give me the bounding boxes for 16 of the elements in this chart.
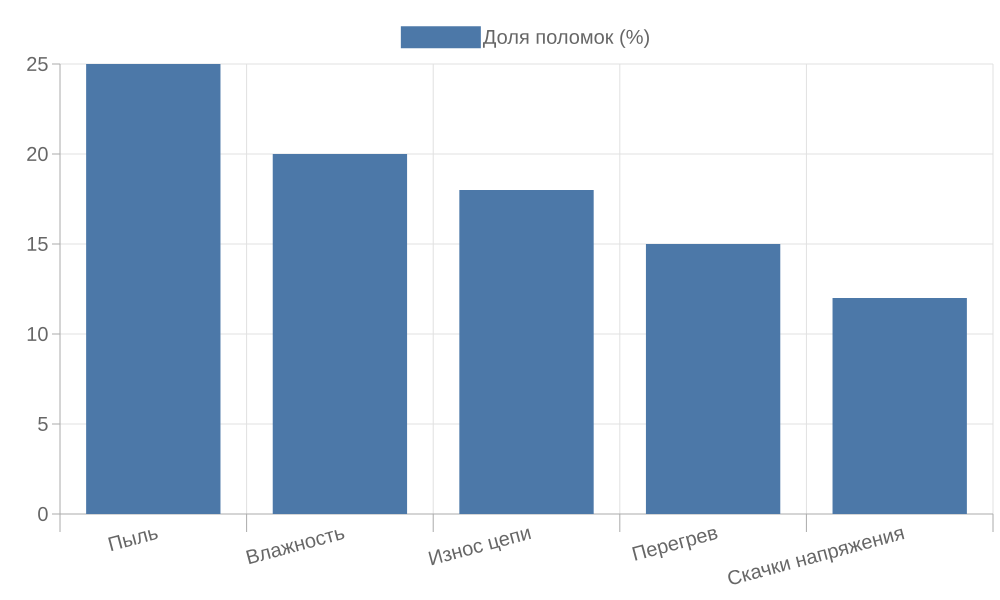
legend-label: Доля поломок (%): [482, 29, 649, 48]
bar: [86, 64, 220, 514]
y-tick-label: 5: [38, 417, 48, 431]
y-tick-label: 0: [38, 506, 48, 522]
bar: [459, 190, 594, 514]
x-tick-label: Пыль: [108, 530, 158, 552]
bar: [832, 298, 967, 514]
y-tick-label: 20: [27, 146, 48, 162]
bar: [646, 244, 780, 514]
x-tick-label: Износ цепи: [428, 528, 532, 566]
bar: [272, 154, 408, 514]
x-tick-label: Перегрев: [632, 529, 718, 561]
y-tick-label: 15: [28, 237, 48, 251]
y-tick-label: 25: [27, 56, 48, 72]
y-tick-label: 10: [28, 326, 48, 342]
x-tick-label: Влажность: [246, 530, 344, 564]
